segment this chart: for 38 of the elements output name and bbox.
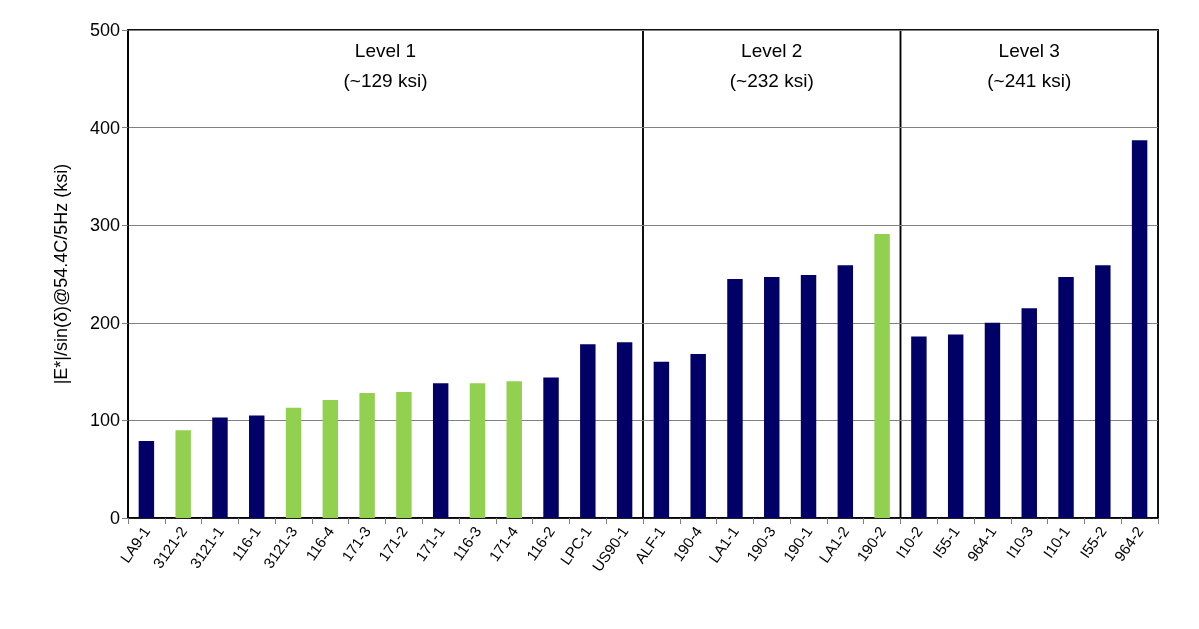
- bar: [690, 354, 706, 518]
- bar: [1058, 276, 1074, 518]
- bar: [911, 336, 927, 518]
- bar: [800, 274, 817, 518]
- y-tick-label: 300: [89, 215, 120, 236]
- bar: [322, 399, 339, 518]
- bar: [580, 344, 596, 518]
- bar: [1021, 308, 1037, 518]
- bar: [947, 334, 964, 518]
- y-tick-label: 500: [89, 20, 120, 40]
- y-tick-label: 200: [89, 312, 120, 333]
- bar: [396, 392, 412, 518]
- bar: [653, 361, 670, 518]
- bar: [984, 322, 1001, 518]
- y-tick-label: 400: [89, 117, 120, 138]
- bar: [874, 233, 890, 518]
- bar: [616, 342, 633, 518]
- bar: [469, 383, 486, 518]
- band-label: Level 2 (~232 ksi): [729, 39, 814, 91]
- bar: [138, 440, 155, 518]
- y-tick-label: 100: [89, 410, 120, 431]
- bar: [175, 430, 191, 518]
- bar: [212, 417, 228, 518]
- bar: [1095, 265, 1111, 518]
- bar: [432, 383, 449, 518]
- y-tick-label: 0: [109, 508, 120, 528]
- bar: [506, 381, 522, 518]
- bar: [1131, 140, 1148, 518]
- bar: [285, 407, 302, 518]
- y-axis-title: |E*|/sin(δ)@54.4C/5Hz (ksi): [51, 163, 71, 385]
- bar: [359, 393, 375, 518]
- bar: [764, 276, 780, 518]
- band-label: Level 3 (~241 ksi): [987, 39, 1072, 91]
- bar: [249, 415, 265, 518]
- bar: [543, 377, 559, 518]
- bar: [727, 278, 743, 518]
- band-label: Level 1 (~129 ksi): [343, 39, 428, 91]
- bar: [837, 265, 854, 518]
